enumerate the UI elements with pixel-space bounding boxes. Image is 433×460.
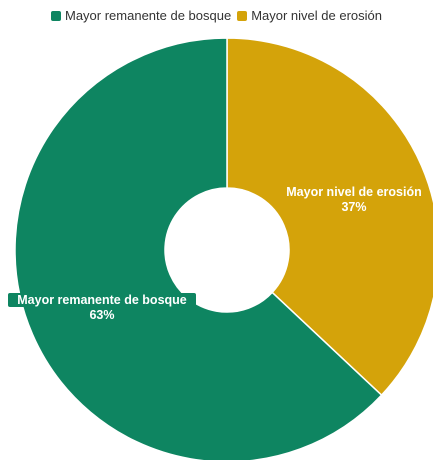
label-bosque-bg (8, 293, 196, 307)
slice-erosion[interactable] (226, 37, 433, 397)
legend-label-bosque: Mayor remanente de bosque (64, 8, 232, 23)
slice-bosque[interactable] (14, 37, 383, 460)
label-erosion-value: 37% (341, 200, 366, 214)
label-bosque-value: 63% (89, 308, 114, 322)
legend: Mayor remanente de bosque Mayor nivel de… (0, 8, 433, 23)
legend-label-erosion: Mayor nivel de erosión (251, 8, 382, 23)
legend-swatch-bosque (50, 10, 61, 21)
label-bosque-category: Mayor remanente de bosque (17, 293, 187, 307)
label-erosion-category: Mayor nivel de erosión (286, 185, 421, 199)
legend-item-bosque[interactable]: Mayor remanente de bosque (50, 8, 232, 23)
legend-item-erosion[interactable]: Mayor nivel de erosión (237, 8, 382, 23)
legend-swatch-erosion (237, 10, 248, 21)
